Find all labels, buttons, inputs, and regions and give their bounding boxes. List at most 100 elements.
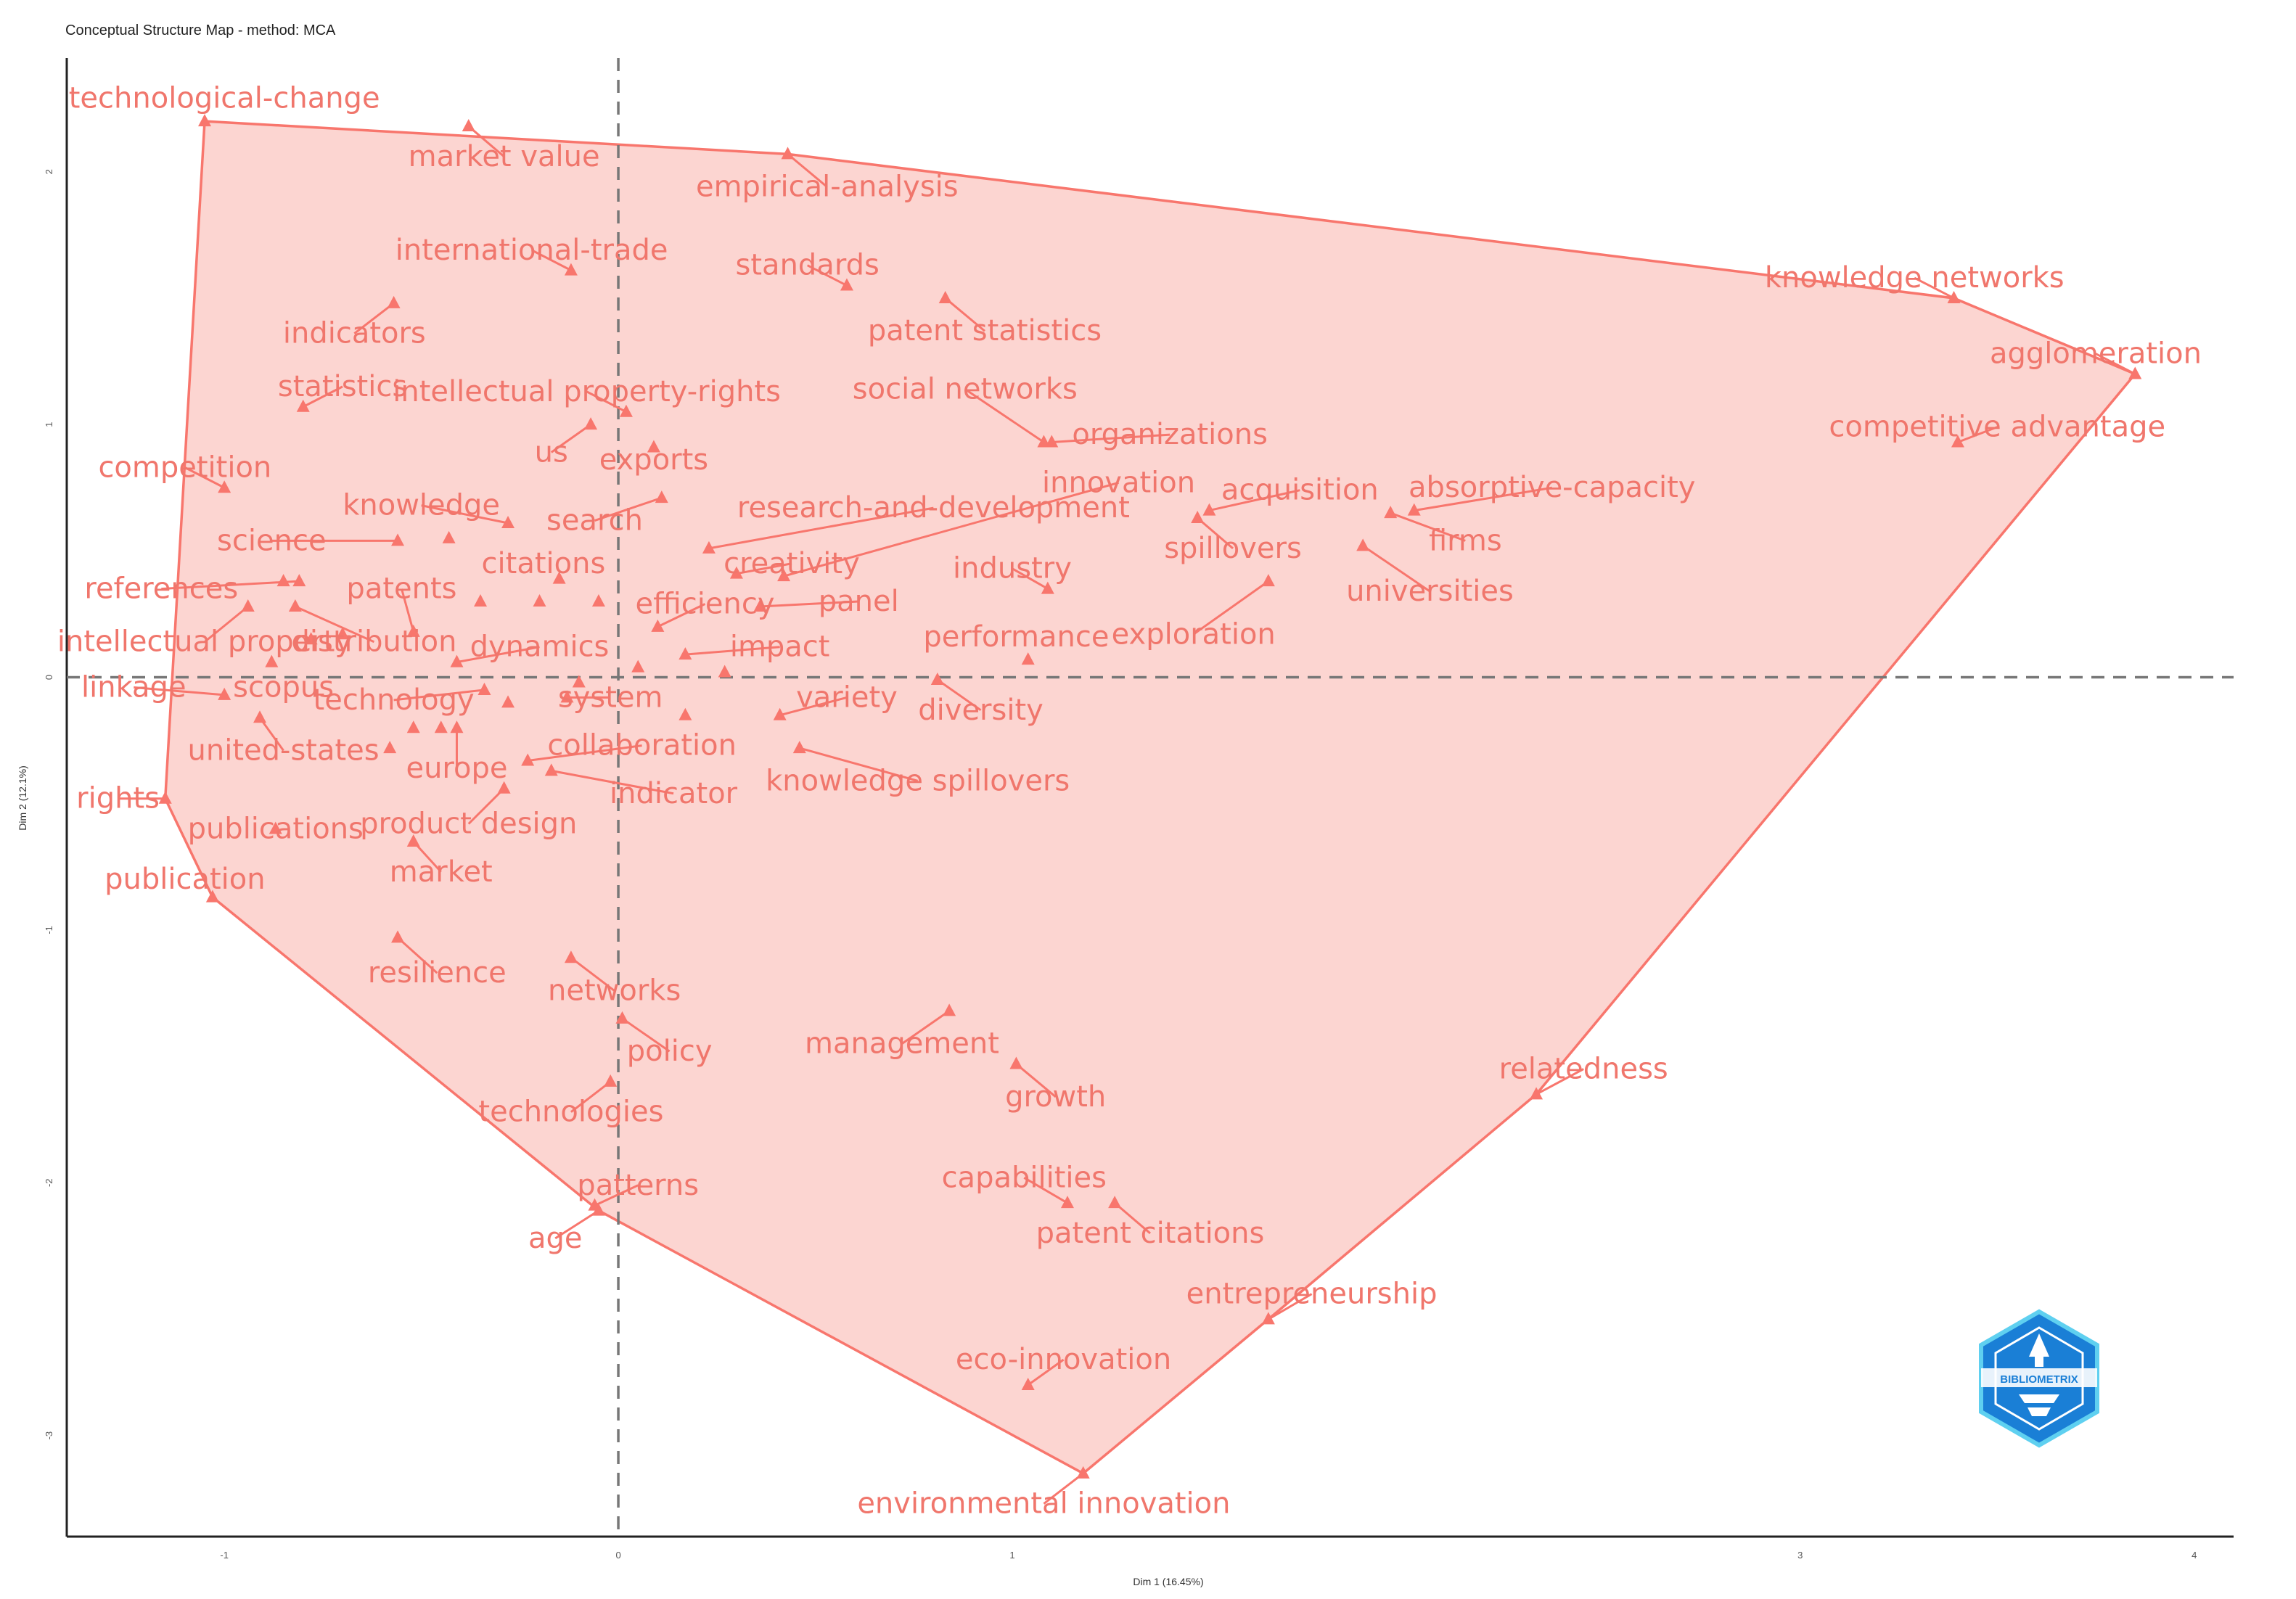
connector-technology	[393, 688, 485, 702]
connector-standards	[806, 264, 848, 287]
point-marker-competition	[218, 480, 231, 493]
point-marker-firms	[1384, 506, 1398, 519]
point-label-search: search	[546, 504, 643, 538]
point-label-patterns: patterns	[577, 1169, 699, 1202]
connector-search	[594, 496, 663, 522]
point-marker	[276, 574, 290, 587]
chart-title: Conceptual Structure Map - method: MCA	[65, 22, 336, 38]
point-marker-indicator	[544, 763, 558, 776]
point-marker-research-and-development	[702, 540, 716, 554]
point-marker-intellectual-property	[241, 599, 255, 612]
point-marker-entrepreneurship	[1261, 1312, 1275, 1325]
connector-panel	[760, 600, 859, 608]
point-marker-technological-change	[198, 114, 212, 127]
point-marker-scopus	[265, 654, 279, 667]
point-marker-indicators	[387, 295, 401, 308]
point-label-knowledge-spillovers: knowledge spillovers	[766, 764, 1070, 797]
point-marker-spillovers	[1191, 511, 1205, 524]
point-marker-us	[584, 417, 598, 430]
point-marker-competitive-advantage	[1951, 435, 1964, 448]
connector-policy	[621, 1017, 671, 1053]
connector-creativity	[736, 562, 792, 575]
point-marker-market-value	[462, 119, 475, 132]
connector-competition	[184, 466, 225, 489]
point-marker-innovation	[777, 569, 791, 582]
connector-innovation	[783, 481, 1119, 577]
point-marker	[434, 720, 448, 733]
point-marker-publications	[268, 821, 282, 834]
connector-references	[161, 580, 300, 591]
point-marker-references	[292, 574, 306, 587]
point-marker-environmental-innovation	[1076, 1466, 1090, 1479]
point-label-market-value: market value	[409, 140, 600, 173]
point-marker	[304, 632, 318, 645]
point-marker	[631, 659, 645, 673]
point-marker-publication	[205, 889, 219, 903]
logo-text: BIBLIOMETRIX	[2000, 1373, 2078, 1386]
connector-dynamics	[456, 646, 540, 664]
point-marker-linkage	[218, 687, 231, 700]
point-label-performance: performance	[923, 620, 1109, 654]
point-label-universities: universities	[1346, 575, 1514, 608]
connector-entrepreneurship	[1268, 1293, 1313, 1320]
point-label-exploration: exploration	[1112, 617, 1276, 651]
x-tick-label: 3	[1797, 1550, 1803, 1561]
point-marker	[383, 741, 397, 754]
point-marker-resilience	[391, 930, 405, 943]
point-marker-patent-statistics	[938, 290, 952, 303]
x-axis-label: Dim 1 (16.45%)	[1133, 1576, 1203, 1587]
point-label-intellectual-property-rights: intellectual property-rights	[393, 375, 781, 408]
point-marker-search	[655, 490, 668, 503]
x-tick-label: -1	[220, 1550, 229, 1561]
point-marker-impact	[678, 647, 692, 660]
x-tick-label: 0	[615, 1550, 620, 1561]
point-label-industry: industry	[953, 552, 1072, 585]
point-label-innovation: innovation	[1042, 466, 1195, 499]
point-marker	[678, 707, 692, 720]
point-marker-organizations	[1045, 435, 1059, 448]
connector-research-and-development	[708, 506, 934, 550]
point-marker-technology	[477, 682, 491, 695]
y-tick-label: 1	[44, 422, 54, 427]
bibliometrix-logo: BIBLIOMETRIX	[1979, 1309, 2099, 1448]
y-tick-label: -1	[44, 926, 54, 934]
point-label-product-design: product design	[360, 807, 577, 841]
point-marker	[533, 594, 546, 607]
y-axis-label: Dim 2 (12.1%)	[17, 765, 28, 830]
y-tick-label: -3	[44, 1431, 54, 1440]
point-label-europe: europe	[406, 752, 507, 785]
point-label-science: science	[217, 524, 327, 557]
connector-patents	[401, 588, 415, 633]
connector-resilience	[397, 937, 438, 974]
x-tick-label: 1	[1009, 1550, 1014, 1561]
point-label-variety: variety	[796, 681, 898, 714]
connector-competitive-advantage	[1957, 426, 1998, 443]
connector-organizations	[1051, 433, 1170, 444]
point-marker-international-trade	[564, 263, 578, 276]
connector-intellectual-property	[204, 605, 249, 643]
point-label-linkage: linkage	[81, 670, 186, 704]
connector-relatedness	[1536, 1068, 1584, 1096]
point-marker-knowledge-spillovers	[792, 741, 806, 754]
connector-absorptive-capacity	[1414, 486, 1553, 512]
connector-age	[554, 1209, 599, 1240]
point-marker-standards	[840, 278, 853, 291]
point-label-united-states: united-states	[188, 734, 380, 768]
point-label-resilience: resilience	[368, 956, 507, 990]
point-marker-patent-citations	[1108, 1196, 1122, 1209]
point-marker-efficiency	[651, 619, 665, 632]
point-marker-dynamics	[450, 654, 464, 667]
y-tick-label: 0	[44, 675, 54, 680]
point-label-standards: standards	[736, 249, 880, 282]
point-label-collaboration: collaboration	[547, 729, 737, 762]
point-marker-intellectual-property-rights	[619, 404, 633, 417]
point-label-patents: patents	[346, 572, 456, 606]
point-marker-panel	[753, 599, 767, 612]
connector-collaboration	[528, 744, 642, 762]
point-marker-technologies	[604, 1074, 618, 1087]
point-label-acquisition: acquisition	[1221, 474, 1379, 507]
cluster-hull	[163, 120, 2138, 1476]
point-label-competition: competition	[98, 451, 271, 484]
point-label-organizations: organizations	[1072, 418, 1268, 451]
